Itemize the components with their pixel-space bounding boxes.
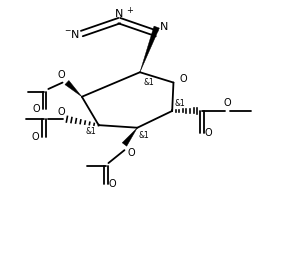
Polygon shape [140, 26, 159, 72]
Text: O: O [205, 128, 213, 138]
Text: O: O [179, 75, 187, 84]
Text: O: O [32, 104, 40, 114]
Text: O: O [127, 148, 135, 158]
Text: N: N [160, 22, 168, 32]
Text: +: + [127, 6, 133, 15]
Text: &1: &1 [175, 99, 186, 108]
Text: O: O [58, 107, 65, 117]
Text: &1: &1 [143, 78, 154, 87]
Text: &1: &1 [139, 131, 149, 140]
Text: O: O [224, 98, 231, 108]
Text: &1: &1 [86, 127, 97, 136]
Text: O: O [58, 70, 65, 80]
Text: O: O [32, 132, 39, 142]
Polygon shape [65, 80, 82, 97]
Text: N: N [115, 9, 123, 19]
Text: O: O [109, 179, 117, 189]
Text: $^{-}$N: $^{-}$N [64, 28, 81, 39]
Polygon shape [122, 128, 137, 146]
